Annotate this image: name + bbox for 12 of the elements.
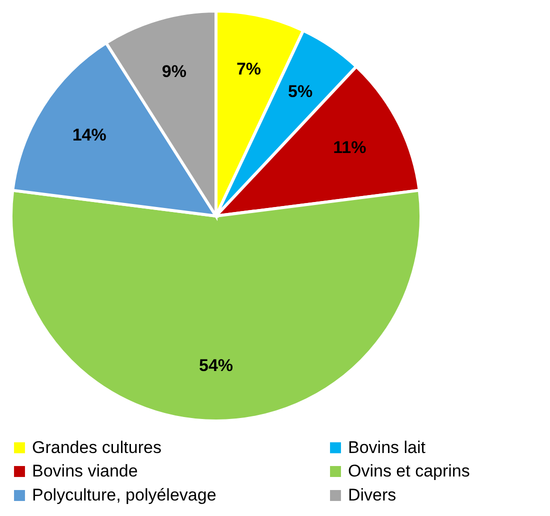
data-label: 14% [72, 126, 106, 145]
legend-label: Polyculture, polyélevage [32, 486, 216, 504]
data-label: 5% [288, 82, 313, 101]
data-label: 11% [333, 138, 366, 157]
legend-label: Bovins lait [348, 438, 426, 457]
data-label: 54% [198, 356, 234, 375]
data-label: 9% [162, 62, 186, 81]
legend-label: Divers [348, 486, 396, 504]
legend-label: Grandes cultures [32, 438, 162, 457]
legend-label: Ovins et caprins [348, 462, 470, 480]
legend-label: Bovins viande [32, 462, 138, 480]
data-label: 7% [236, 60, 262, 79]
